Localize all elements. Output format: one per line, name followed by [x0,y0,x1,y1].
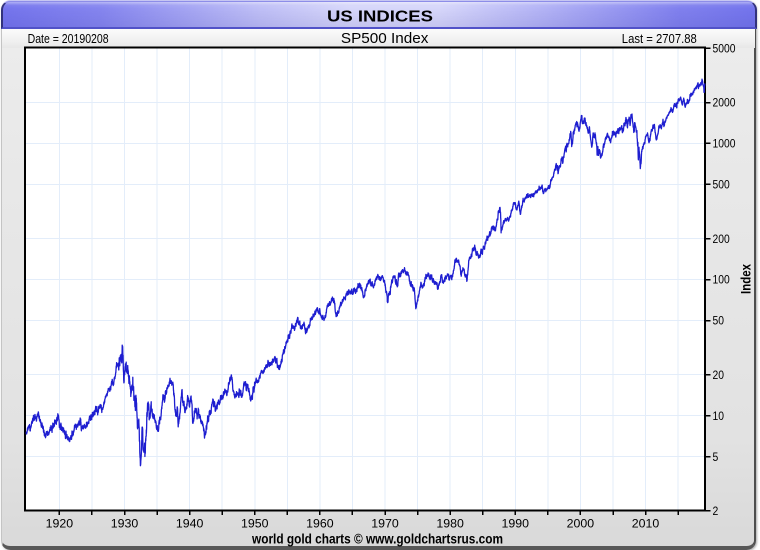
svg-text:1990: 1990 [502,517,530,531]
svg-text:1930: 1930 [111,517,139,531]
svg-text:10: 10 [713,409,725,423]
svg-text:1970: 1970 [371,517,399,531]
svg-text:1940: 1940 [176,517,204,531]
svg-text:2000: 2000 [713,96,736,110]
svg-text:500: 500 [713,178,730,192]
svg-text:5: 5 [713,450,719,464]
svg-text:100: 100 [713,273,730,287]
svg-text:5000: 5000 [713,42,736,56]
svg-text:Last = 2707.88: Last = 2707.88 [622,31,697,46]
svg-text:200: 200 [713,232,730,246]
svg-text:20: 20 [713,368,725,382]
svg-text:1980: 1980 [436,517,464,531]
svg-text:1000: 1000 [713,137,736,151]
svg-text:SP500 Index: SP500 Index [341,30,429,47]
svg-text:50: 50 [713,314,725,328]
svg-text:Date = 20190208: Date = 20190208 [28,31,109,46]
svg-text:1920: 1920 [46,517,74,531]
svg-text:1960: 1960 [306,517,334,531]
svg-text:2: 2 [713,504,719,518]
svg-text:US INDICES: US INDICES [327,8,433,25]
svg-text:1950: 1950 [241,517,269,531]
svg-text:world gold charts © www.goldch: world gold charts © www.goldchartsrus.co… [251,531,503,547]
svg-text:2000: 2000 [567,517,595,531]
svg-text:Index: Index [739,264,754,294]
svg-text:2010: 2010 [632,517,660,531]
